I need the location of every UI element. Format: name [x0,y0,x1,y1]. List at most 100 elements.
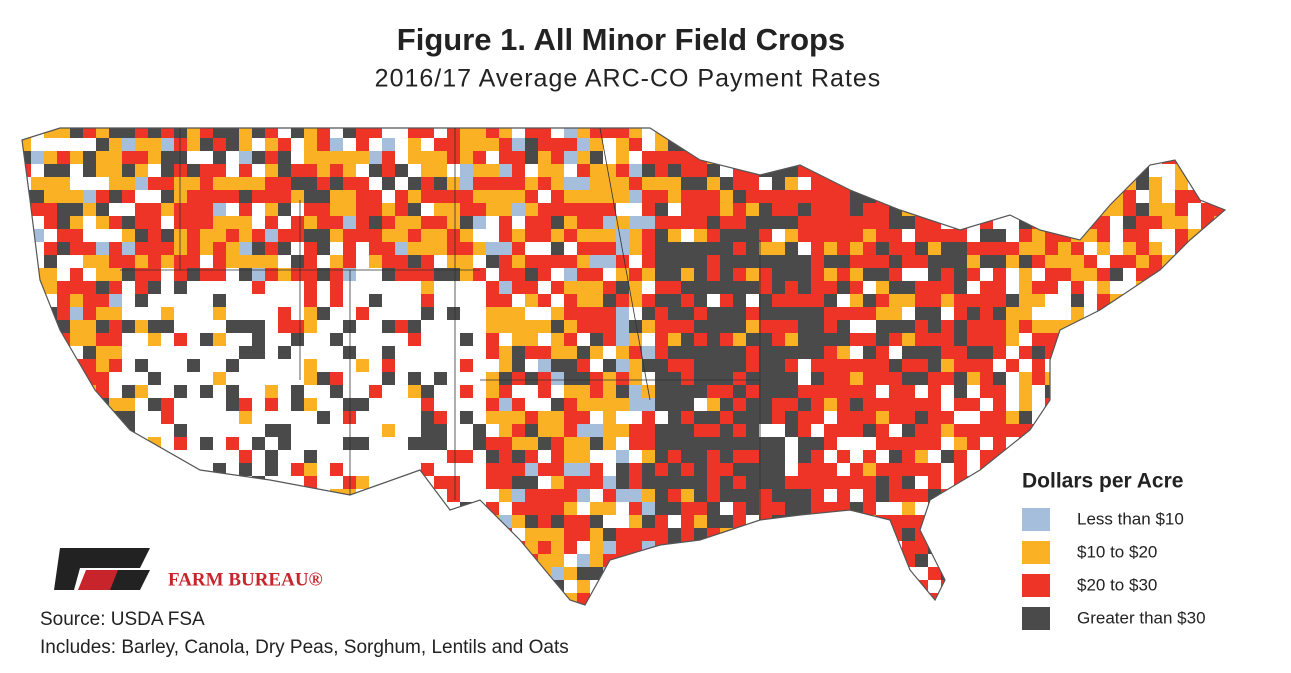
county-area [512,151,525,164]
county-area [928,346,941,359]
county-area [239,450,252,463]
county-area [135,203,148,216]
county-area [1123,128,1136,138]
county-area [824,398,837,411]
county-area [265,437,278,450]
county-area [772,177,785,190]
county-area [31,151,44,164]
county-area [291,294,304,307]
county-area [161,138,174,151]
county-area [382,216,395,229]
county-area [330,567,343,580]
county-area [1058,281,1071,294]
county-area [681,164,694,177]
county-area [174,307,187,320]
county-area [655,346,668,359]
county-area [382,333,395,346]
county-area [434,476,447,489]
county-area [707,333,720,346]
county-area [876,242,889,255]
county-area [746,307,759,320]
county-area [551,242,564,255]
county-area [967,411,980,424]
county-area [720,385,733,398]
county-area [1045,268,1058,281]
county-area [798,281,811,294]
county-area [83,515,96,528]
county-area [564,333,577,346]
county-area [369,190,382,203]
county-area [434,359,447,372]
county-area [486,216,499,229]
county-area [44,450,57,463]
county-area [395,320,408,333]
county-area [759,128,772,138]
county-area [83,476,96,489]
county-area [1071,138,1084,151]
county-area [174,177,187,190]
county-area [83,190,96,203]
county-area [629,359,642,372]
county-area [226,359,239,372]
county-area [733,294,746,307]
county-area [1110,385,1123,398]
county-area [148,242,161,255]
county-area [798,203,811,216]
county-area [486,138,499,151]
county-area [369,242,382,255]
county-area [135,346,148,359]
county-area [512,320,525,333]
county-area [538,476,551,489]
county-area [278,320,291,333]
county-area [811,242,824,255]
county-area [1214,346,1225,359]
county-area [915,320,928,333]
county-area [889,151,902,164]
county-area [356,502,369,515]
county-area [824,424,837,437]
county-area [1006,151,1019,164]
county-area [70,528,83,541]
county-area [447,177,460,190]
county-area [161,151,174,164]
county-area [343,294,356,307]
county-area [395,255,408,268]
county-area [733,515,746,528]
county-area [863,151,876,164]
county-area [1227,281,1240,294]
county-area [902,281,915,294]
county-area [1045,294,1058,307]
county-area [1110,190,1123,203]
county-area [330,450,343,463]
county-area [1214,281,1225,294]
county-area [954,307,967,320]
county-area [239,372,252,385]
county-area [889,333,902,346]
county-area [694,593,707,605]
county-area [1188,255,1201,268]
county-area [785,333,798,346]
county-area [304,151,317,164]
county-area [70,164,83,177]
county-area [1032,450,1045,463]
county-area [824,541,837,554]
county-area [720,359,733,372]
county-area [200,320,213,333]
county-area [707,463,720,476]
county-area [304,411,317,424]
county-area [1045,164,1058,177]
county-area [616,281,629,294]
county-area [291,476,304,489]
county-area [772,502,785,515]
county-area [1136,437,1149,450]
legend-label: Less than $10 [1077,509,1184,528]
county-area [31,281,44,294]
county-area [850,463,863,476]
county-area [512,502,525,515]
county-area [668,463,681,476]
county-area [1162,372,1175,385]
county-area [1019,164,1032,177]
county-area [109,216,122,229]
county-area [421,372,434,385]
county-area [473,294,486,307]
